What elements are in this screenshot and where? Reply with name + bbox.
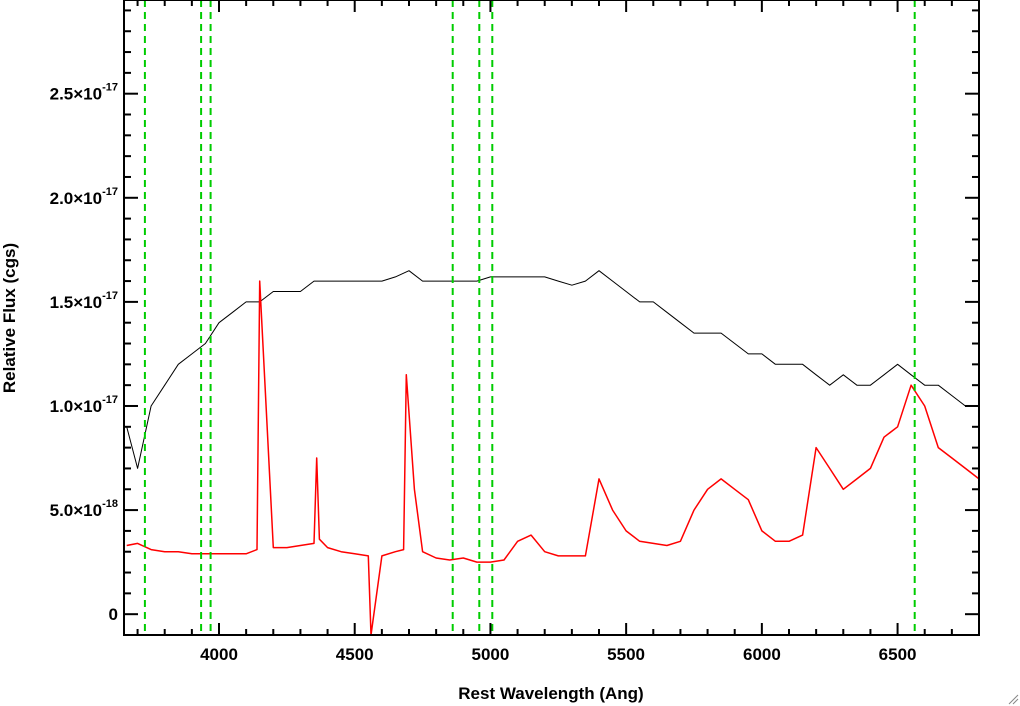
x-tick-label: 5500 bbox=[607, 645, 645, 664]
reference-lines-layer bbox=[143, 0, 916, 635]
ticks-layer bbox=[124, 0, 980, 635]
resize-grip-icon[interactable] bbox=[1008, 694, 1019, 705]
x-tick-label: 5000 bbox=[471, 645, 509, 664]
plot-frame bbox=[123, 0, 980, 636]
x-tick-labels: 4000 4500 5000 5500 6000 6500 bbox=[200, 645, 916, 664]
series-line-1 bbox=[126, 270, 979, 469]
y-axis-title: Relative Flux (cgs) bbox=[0, 243, 19, 393]
y-tick-label: 2.0×10-17 bbox=[50, 186, 118, 208]
y-tick-label: 0 bbox=[109, 605, 118, 624]
y-tick-label: 5.0×10-18 bbox=[50, 498, 118, 520]
y-tick-label: 1.0×10-17 bbox=[50, 394, 118, 416]
y-tick-label: 2.5×10-17 bbox=[50, 82, 118, 104]
x-tick-label: 6500 bbox=[879, 645, 917, 664]
y-tick-label: 1.5×10-17 bbox=[50, 290, 118, 312]
x-tick-label: 6000 bbox=[743, 645, 781, 664]
x-axis-title: Rest Wavelength (Ang) bbox=[458, 684, 643, 703]
series-layer bbox=[126, 270, 980, 636]
y-tick-labels: 0 5.0×10-18 1.0×10-17 1.5×10-17 2.0×10-17 2.5… bbox=[50, 82, 118, 625]
x-tick-label: 4000 bbox=[200, 645, 238, 664]
x-tick-label: 4500 bbox=[336, 645, 374, 664]
series-line-2 bbox=[126, 280, 980, 636]
